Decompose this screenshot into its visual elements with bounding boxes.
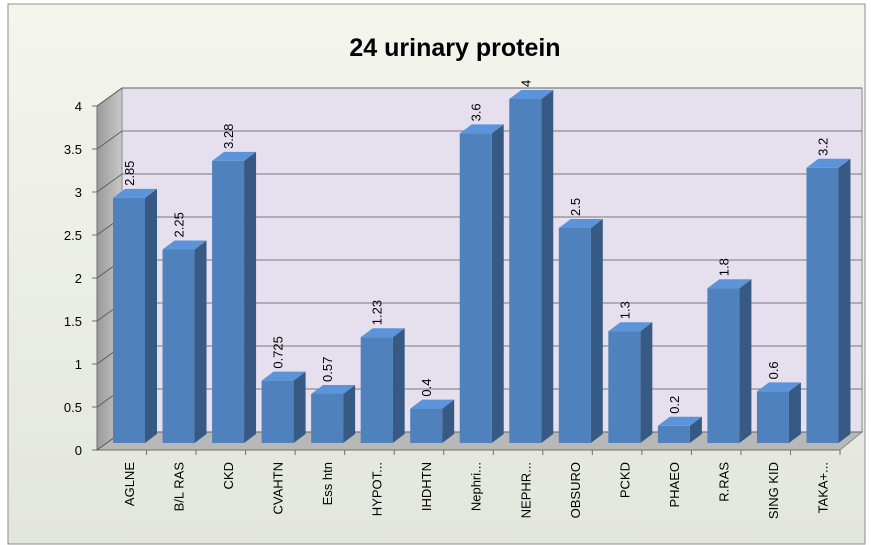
bar-top bbox=[459, 124, 504, 134]
x-tick-label: CVAHTN bbox=[271, 462, 286, 514]
bar-side bbox=[293, 371, 306, 443]
data-label: 2.85 bbox=[122, 161, 137, 186]
x-tick-label: CKD bbox=[221, 462, 236, 489]
y-tick-label: 1 bbox=[75, 357, 82, 372]
bar-side bbox=[244, 151, 257, 444]
x-tick-label: OBSURO bbox=[568, 462, 583, 518]
x-tick-label: HYPOT... bbox=[370, 462, 385, 516]
bar-side bbox=[788, 382, 801, 443]
y-tick-label: 0 bbox=[75, 443, 82, 458]
data-label: 1.23 bbox=[370, 300, 385, 325]
x-tick-label: Nephri... bbox=[469, 462, 484, 511]
data-label: 3.28 bbox=[221, 124, 236, 149]
bar-top bbox=[806, 158, 851, 168]
grid-line bbox=[96, 130, 862, 150]
chart-title: 24 urinary protein bbox=[349, 34, 560, 62]
data-label: 3.2 bbox=[815, 138, 830, 156]
data-label: 0.725 bbox=[271, 336, 286, 369]
y-tick-label: 1.5 bbox=[64, 314, 82, 329]
bar-top bbox=[410, 399, 455, 409]
x-tick-label: SING KID bbox=[766, 462, 781, 519]
bar-side bbox=[145, 188, 157, 443]
bar-top bbox=[608, 322, 653, 332]
bar-side bbox=[343, 384, 356, 443]
bar-top bbox=[162, 240, 207, 250]
x-tick-label: NEPHR... bbox=[518, 462, 533, 518]
bar bbox=[360, 337, 393, 443]
x-tick-label: AGLNE bbox=[122, 462, 137, 506]
x-tick-label: TAKA+... bbox=[815, 462, 830, 513]
x-tick-label: B/L RAS bbox=[172, 462, 187, 512]
grid-line bbox=[96, 173, 862, 193]
bar-side bbox=[392, 328, 405, 443]
x-tick-label: Ess htn bbox=[320, 462, 335, 505]
y-tick-label: 4 bbox=[75, 99, 82, 114]
y-tick-label: 3 bbox=[75, 185, 82, 200]
data-label: 0.4 bbox=[419, 379, 434, 397]
data-label: 0.6 bbox=[766, 361, 781, 379]
bar bbox=[311, 393, 344, 443]
bar bbox=[410, 408, 443, 443]
bar-top bbox=[657, 416, 702, 426]
x-tick-label: PHAEO bbox=[667, 462, 682, 508]
data-label: 2.25 bbox=[172, 212, 187, 237]
x-tick-label: R.RAS bbox=[716, 462, 731, 502]
data-label: 2.5 bbox=[568, 198, 583, 216]
bar-side bbox=[541, 90, 554, 443]
bar bbox=[113, 197, 145, 443]
bar-side bbox=[689, 416, 702, 443]
bar-top bbox=[360, 328, 405, 338]
bar-top bbox=[212, 151, 257, 161]
grid-line bbox=[96, 87, 862, 107]
bar-side bbox=[640, 322, 653, 443]
bar bbox=[806, 167, 839, 444]
bar-top bbox=[756, 382, 801, 392]
bar-side bbox=[590, 219, 603, 443]
bar bbox=[459, 133, 492, 443]
bar-side bbox=[442, 399, 455, 443]
bar bbox=[509, 99, 542, 443]
data-label: 0.57 bbox=[320, 357, 335, 382]
bar-top bbox=[707, 279, 752, 289]
x-tick-label: PCKD bbox=[617, 462, 632, 498]
y-tick-label: 3.5 bbox=[64, 142, 82, 157]
bar-side bbox=[739, 279, 752, 443]
data-label: 0.2 bbox=[667, 396, 682, 414]
bar bbox=[608, 331, 641, 443]
y-tick-label: 2 bbox=[75, 271, 82, 286]
data-label: 1.8 bbox=[716, 258, 731, 276]
x-tick-label: IHDHTN bbox=[419, 462, 434, 511]
bar-top bbox=[558, 219, 603, 228]
y-tick-label: 0.5 bbox=[64, 400, 82, 415]
bar-top bbox=[311, 384, 356, 394]
bar-top bbox=[261, 371, 306, 381]
bar-top bbox=[509, 90, 554, 99]
bar bbox=[657, 425, 690, 443]
bar-side bbox=[838, 158, 851, 444]
bar bbox=[162, 249, 195, 443]
data-label: 4 bbox=[518, 80, 533, 87]
bar-side bbox=[194, 240, 207, 443]
data-label: 1.3 bbox=[617, 301, 632, 319]
bar bbox=[261, 380, 294, 443]
bar bbox=[558, 228, 591, 443]
bar-top bbox=[113, 188, 157, 198]
bar bbox=[756, 391, 789, 443]
data-label: 3.6 bbox=[469, 103, 484, 121]
y-tick-label: 2.5 bbox=[64, 228, 82, 243]
bar bbox=[707, 288, 740, 443]
bar-side bbox=[491, 124, 504, 444]
bar bbox=[212, 160, 245, 444]
